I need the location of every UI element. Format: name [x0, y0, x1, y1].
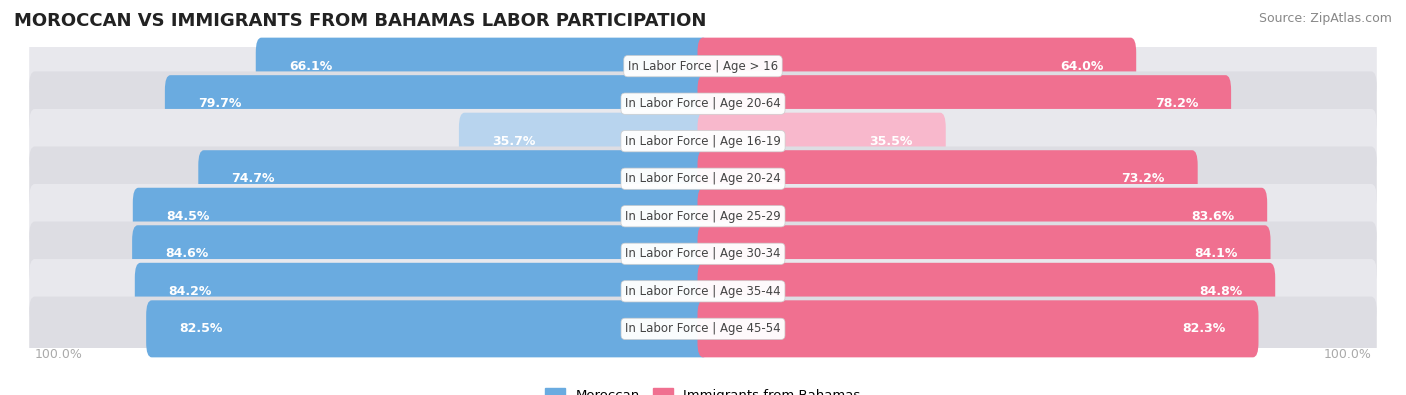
- FancyBboxPatch shape: [30, 297, 1376, 361]
- Text: In Labor Force | Age > 16: In Labor Force | Age > 16: [628, 60, 778, 73]
- Text: Source: ZipAtlas.com: Source: ZipAtlas.com: [1258, 12, 1392, 25]
- FancyBboxPatch shape: [146, 300, 709, 357]
- Text: 84.2%: 84.2%: [167, 285, 211, 298]
- Text: In Labor Force | Age 20-24: In Labor Force | Age 20-24: [626, 172, 780, 185]
- Text: 66.1%: 66.1%: [288, 60, 332, 73]
- FancyBboxPatch shape: [697, 263, 1275, 320]
- FancyBboxPatch shape: [697, 38, 1136, 95]
- FancyBboxPatch shape: [30, 147, 1376, 211]
- Text: 84.6%: 84.6%: [165, 247, 208, 260]
- FancyBboxPatch shape: [697, 113, 946, 170]
- FancyBboxPatch shape: [697, 225, 1271, 282]
- Text: 73.2%: 73.2%: [1121, 172, 1164, 185]
- FancyBboxPatch shape: [132, 225, 709, 282]
- FancyBboxPatch shape: [30, 34, 1376, 98]
- Text: 64.0%: 64.0%: [1060, 60, 1104, 73]
- Text: 35.7%: 35.7%: [492, 135, 536, 148]
- Text: In Labor Force | Age 30-34: In Labor Force | Age 30-34: [626, 247, 780, 260]
- Legend: Moroccan, Immigrants from Bahamas: Moroccan, Immigrants from Bahamas: [540, 383, 866, 395]
- FancyBboxPatch shape: [458, 113, 709, 170]
- Text: 82.5%: 82.5%: [179, 322, 222, 335]
- FancyBboxPatch shape: [30, 259, 1376, 324]
- Text: 83.6%: 83.6%: [1191, 210, 1234, 223]
- FancyBboxPatch shape: [30, 184, 1376, 248]
- Text: 84.5%: 84.5%: [166, 210, 209, 223]
- FancyBboxPatch shape: [198, 150, 709, 207]
- FancyBboxPatch shape: [697, 150, 1198, 207]
- Text: 100.0%: 100.0%: [1323, 348, 1371, 361]
- Text: MOROCCAN VS IMMIGRANTS FROM BAHAMAS LABOR PARTICIPATION: MOROCCAN VS IMMIGRANTS FROM BAHAMAS LABO…: [14, 12, 706, 30]
- Text: 35.5%: 35.5%: [869, 135, 912, 148]
- FancyBboxPatch shape: [256, 38, 709, 95]
- Text: 74.7%: 74.7%: [232, 172, 274, 185]
- FancyBboxPatch shape: [30, 109, 1376, 173]
- Text: In Labor Force | Age 45-54: In Labor Force | Age 45-54: [626, 322, 780, 335]
- FancyBboxPatch shape: [165, 75, 709, 132]
- Text: 84.8%: 84.8%: [1199, 285, 1241, 298]
- FancyBboxPatch shape: [132, 188, 709, 245]
- Text: 79.7%: 79.7%: [198, 97, 242, 110]
- FancyBboxPatch shape: [697, 188, 1267, 245]
- Text: 78.2%: 78.2%: [1154, 97, 1198, 110]
- FancyBboxPatch shape: [30, 222, 1376, 286]
- Text: 82.3%: 82.3%: [1182, 322, 1226, 335]
- Text: 84.1%: 84.1%: [1194, 247, 1237, 260]
- Text: In Labor Force | Age 25-29: In Labor Force | Age 25-29: [626, 210, 780, 223]
- FancyBboxPatch shape: [697, 300, 1258, 357]
- Text: 100.0%: 100.0%: [35, 348, 83, 361]
- FancyBboxPatch shape: [30, 71, 1376, 136]
- FancyBboxPatch shape: [135, 263, 709, 320]
- Text: In Labor Force | Age 16-19: In Labor Force | Age 16-19: [626, 135, 780, 148]
- Text: In Labor Force | Age 20-64: In Labor Force | Age 20-64: [626, 97, 780, 110]
- Text: In Labor Force | Age 35-44: In Labor Force | Age 35-44: [626, 285, 780, 298]
- FancyBboxPatch shape: [697, 75, 1232, 132]
